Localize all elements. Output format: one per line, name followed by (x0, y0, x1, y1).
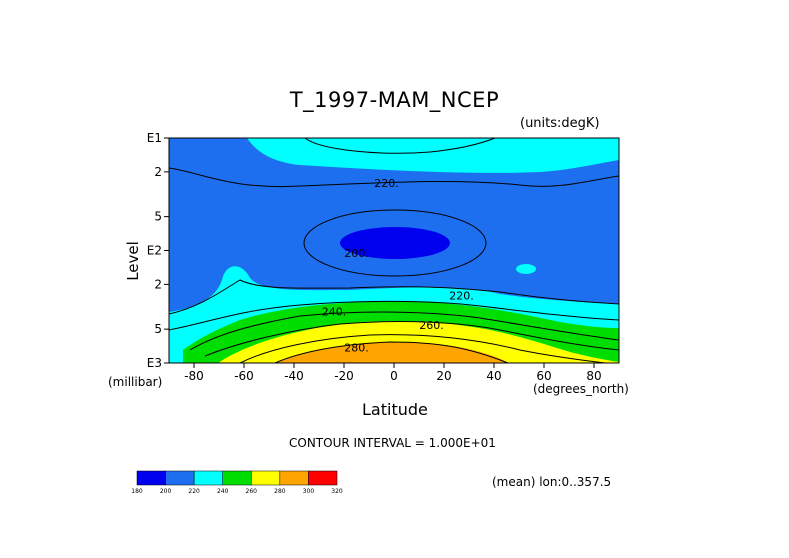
band-180-200 (340, 227, 450, 259)
contour-label: 280. (344, 342, 369, 355)
colorbar-swatch (222, 470, 252, 486)
contour-labels: 220. 200. 220. 240. 260. 280. (322, 177, 474, 355)
contour-label: 220. (374, 177, 399, 190)
x-axis: -80 -60 -40 -20 0 20 40 60 80 (184, 363, 602, 383)
y-tick-label: E3 (147, 356, 162, 370)
band-220-240-top (247, 138, 619, 173)
x-tick-label: -40 (284, 369, 304, 383)
colorbar-swatch (308, 470, 338, 486)
colorbar-label: 180 (131, 488, 143, 495)
cyan-island (516, 264, 536, 274)
y-tick-label: 2 (154, 277, 162, 291)
x-axis-label: Latitude (362, 400, 428, 419)
contour-line-260 (204, 321, 620, 357)
colorbar-label: 300 (303, 488, 315, 495)
y-axis-unit: (millibar) (108, 375, 163, 389)
contour-line-top (304, 137, 496, 154)
y-tick-label: 5 (154, 210, 162, 224)
units-label: (units:degK) (520, 116, 600, 131)
x-tick-label: 60 (536, 369, 551, 383)
filled-contours (169, 138, 619, 363)
contour-line-220-upper (168, 167, 620, 188)
colorbar-swatch (193, 470, 223, 486)
colorbar: 180 200 220 240 260 280 300 320 (131, 470, 343, 495)
x-tick-label: 80 (586, 369, 601, 383)
y-tick-label: E1 (147, 131, 162, 145)
colorbar-label: 240 (217, 488, 229, 495)
contour-lines (168, 137, 620, 364)
x-tick-label: -20 (334, 369, 354, 383)
x-tick-label: 20 (436, 369, 451, 383)
colorbar-swatch (165, 470, 195, 486)
contour-line-200 (303, 209, 487, 277)
colorbar-swatch (251, 470, 281, 486)
contour-line-270 (239, 334, 606, 364)
x-tick-label: 0 (390, 369, 398, 383)
contour-interval-note: CONTOUR INTERVAL = 1.000E+01 (289, 436, 496, 450)
band-280-300 (275, 342, 508, 363)
y-tick-label: E2 (147, 244, 162, 258)
colorbar-swatch (279, 470, 309, 486)
colorbar-label: 320 (331, 488, 343, 495)
y-tick-label: 5 (154, 322, 162, 336)
x-tick-label: -60 (234, 369, 254, 383)
contour-line-250 (189, 311, 620, 351)
contour-line-280 (274, 341, 509, 364)
contour-label: 240. (322, 306, 347, 319)
colorbar-label: 200 (160, 488, 172, 495)
contour-label: 220. (449, 289, 474, 302)
colorbar-swatch (136, 470, 166, 486)
y-tick-label: 2 (154, 165, 162, 179)
colorbar-label: 260 (246, 488, 258, 495)
colorbar-label: 280 (274, 488, 286, 495)
chart-title: T_1997-MAM_NCEP (289, 88, 500, 112)
mean-longitude-note: (mean) lon:0..357.5 (492, 475, 612, 489)
y-axis: E1 2 5 E2 2 5 E3 (147, 131, 169, 370)
x-tick-label: 40 (486, 369, 501, 383)
contour-line-220-lower (168, 279, 620, 315)
x-tick-label: -80 (184, 369, 204, 383)
x-axis-unit: (degrees_north) (533, 382, 629, 396)
contour-label: 260. (419, 319, 444, 332)
contour-line-230 (168, 300, 620, 331)
colorbar-label: 220 (188, 488, 200, 495)
contour-label: 200. (344, 247, 369, 260)
